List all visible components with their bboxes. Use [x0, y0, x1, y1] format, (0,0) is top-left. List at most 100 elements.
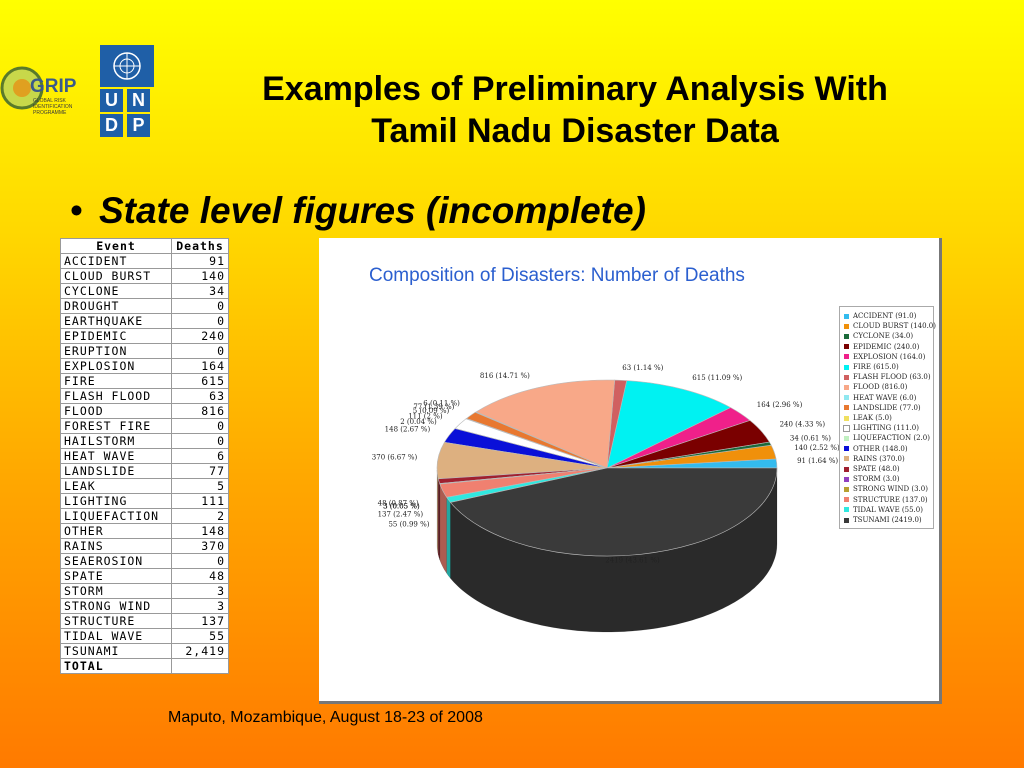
table-cell-event: EPIDEMIC	[60, 328, 172, 344]
pie-slice-label: 370 (6.67 %)	[372, 454, 418, 462]
table-row: EXPLOSION 164	[60, 358, 229, 374]
table-cell-deaths: 6	[171, 448, 229, 464]
table-row: FIRE 615	[60, 373, 229, 389]
pie-slice-label: 2419 (43.61 %)	[605, 557, 660, 565]
table-cell-event: STORM	[60, 583, 172, 599]
slide-title-line-2: Tamil Nadu Disaster Data	[371, 112, 779, 150]
legend-swatch	[844, 344, 849, 350]
legend-label: FLOOD (816.0)	[853, 383, 908, 392]
table-cell-deaths: 240	[171, 328, 229, 344]
legend-item: LIGHTING (111.0)	[843, 423, 929, 433]
grip-subtitle-1: GLOBAL RISK	[33, 98, 67, 104]
legend-label: SPATE (48.0)	[853, 465, 900, 474]
pie-chart: 91 (1.64 %) 140 (2.52 %)34 (0.61 %) 240 (4…	[372, 364, 840, 633]
legend-swatch	[844, 497, 849, 503]
legend-item: EXPLOSION (164.0)	[844, 352, 929, 362]
table-cell-deaths: 91	[171, 253, 229, 269]
legend-label: FLASH FLOOD (63.0)	[853, 373, 931, 382]
table-cell-event: STRONG WIND	[60, 598, 172, 614]
table-row: SEAEROSION 0	[60, 553, 229, 569]
pie-slice-label: 615 (11.09 %)	[692, 374, 742, 382]
table-cell-deaths: 0	[171, 313, 229, 329]
table-cell-deaths: 111	[171, 493, 229, 509]
table-cell-event: LANDSLIDE	[60, 463, 172, 479]
table-header-deaths: Deaths	[171, 238, 229, 254]
table-cell-deaths: 3	[171, 583, 229, 599]
table-cell-event: STRUCTURE	[60, 613, 172, 629]
pie-slice-label: 111 (2 %)	[408, 412, 443, 420]
table-row: DROUGHT 0	[60, 298, 229, 314]
pie-slice-label: 240 (4.33 %)	[780, 420, 826, 428]
legend-label: RAINS (370.0)	[853, 454, 905, 463]
pie-slice-label: 48 (0.87 %)	[378, 500, 419, 508]
legend-label: HEAT WAVE (6.0)	[853, 393, 917, 402]
table-total-label: TOTAL	[60, 658, 172, 674]
legend-swatch	[844, 435, 849, 441]
legend-label: ACCIDENT (91.0)	[853, 312, 917, 320]
undp-letter-d: D	[100, 114, 123, 137]
table-cell-deaths: 816	[171, 403, 229, 419]
table-row: OTHER 148	[60, 523, 229, 539]
legend-label: TIDAL WAVE (55.0)	[853, 505, 923, 514]
pie-slice-label: 140 (2.52 %)	[794, 444, 840, 452]
table-row: LIQUEFACTION 2	[60, 508, 229, 524]
legend-item: FLASH FLOOD (63.0)	[844, 372, 931, 382]
table-cell-event: FOREST FIRE	[60, 418, 172, 434]
legend-item: LEAK (5.0)	[844, 413, 929, 423]
legend-swatch	[844, 364, 849, 370]
legend-label: LEAK (5.0)	[853, 414, 892, 423]
table-cell-event: FLASH FLOOD	[60, 388, 172, 404]
pie-slice-label: 164 (2.96 %)	[757, 401, 803, 409]
table-cell-deaths: 48	[171, 568, 229, 584]
table-cell-deaths: 2,419	[171, 643, 229, 659]
table-row: RAINS 370	[60, 538, 229, 554]
chart-panel: 91 (1.64 %) 140 (2.52 %) 34 (0.61 %) 240 (4…	[319, 238, 942, 704]
table-cell-deaths: 0	[171, 343, 229, 359]
legend-item: STORM (3.0)	[844, 474, 929, 484]
pie-slice-label: 137 (2.47 %)	[378, 510, 424, 518]
table-row: FLOOD 816	[60, 403, 229, 419]
table-cell-deaths: 140	[171, 268, 229, 284]
pie-slice-label: 55 (0.99 %)	[388, 521, 429, 529]
table-header-event: Event	[60, 238, 172, 254]
legend-label: STRONG WIND (3.0)	[853, 485, 928, 494]
table-cell-event: LIGHTING	[60, 493, 172, 509]
legend-label: OTHER (148.0)	[853, 444, 908, 453]
legend-item: STRONG WIND (3.0)	[844, 484, 929, 494]
legend-label: LIGHTING (111.0)	[853, 424, 919, 433]
table-cell-event: ERUPTION	[60, 343, 172, 359]
un-emblem	[100, 45, 154, 87]
table-cell-event: HEAT WAVE	[60, 448, 172, 464]
table-row: STRONG WIND 3	[60, 598, 229, 614]
legend-label: LIQUEFACTION (2.0)	[853, 434, 930, 443]
legend-swatch	[844, 313, 849, 319]
table-cell-deaths: 2	[171, 508, 229, 524]
table-row: TIDAL WAVE 55	[60, 628, 229, 644]
grip-name: GRIP	[30, 76, 77, 97]
table-cell-deaths: 615	[171, 373, 229, 389]
table-row: EPIDEMIC 240	[60, 328, 229, 344]
table-row: STRUCTURE 137	[60, 613, 229, 629]
legend-item: TIDAL WAVE (55.0)	[844, 505, 929, 515]
table-cell-deaths: 63	[171, 388, 229, 404]
legend-label: STORM (3.0)	[853, 475, 900, 484]
legend-swatch	[844, 395, 849, 401]
legend-item: CYCLONE (34.0)	[844, 331, 929, 341]
bullet-text: State level figures (incomplete)	[98, 190, 646, 231]
table-row: HEAT WAVE 6	[60, 448, 229, 464]
table-cell-deaths: 5	[171, 478, 229, 494]
table-cell-deaths: 55	[171, 628, 229, 644]
table-row: STORM 3	[60, 583, 229, 599]
legend-swatch	[844, 517, 849, 523]
chart-title: Composition of Disasters: Number of Deat…	[369, 265, 745, 286]
pie-slice-label: 6 (0.11 %)	[423, 399, 460, 407]
table-row: LIGHTING 111	[60, 493, 229, 509]
pie-slice-label: 2 (0.04 %)	[400, 418, 437, 426]
legend-swatch	[844, 476, 849, 482]
table-cell-event: LEAK	[60, 478, 172, 494]
table-header-row: Event Deaths	[60, 238, 229, 254]
legend-swatch	[844, 323, 849, 329]
legend-label: STRUCTURE (137.0)	[853, 495, 928, 504]
table-cell-event: ACCIDENT	[60, 253, 172, 269]
undp-letter-p: P	[127, 114, 150, 137]
